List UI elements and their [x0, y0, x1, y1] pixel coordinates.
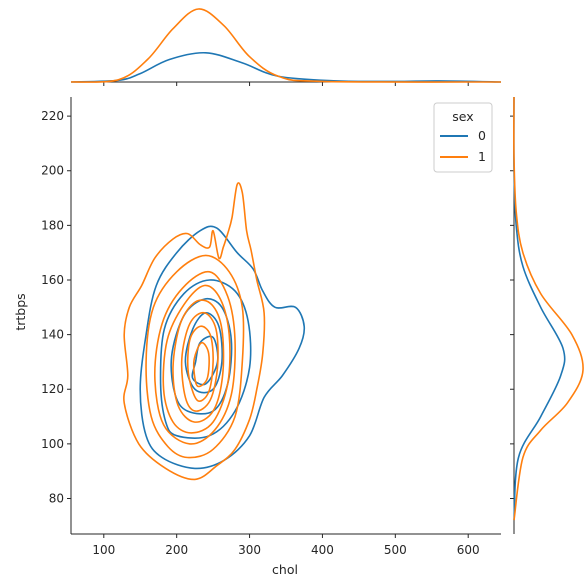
kde-contour-line [172, 299, 225, 423]
y-tick-label: 140 [41, 328, 64, 342]
kde-contour-line [170, 297, 233, 415]
kde-contour-line [180, 311, 219, 412]
y-axis-label: trtbps [13, 293, 28, 330]
y-tick-label: 100 [41, 437, 64, 451]
kde-contour-line [162, 284, 231, 434]
kde-contour-line [192, 341, 210, 388]
x-tick-label: 100 [92, 543, 115, 557]
kde-series-0 [139, 225, 306, 470]
right-density-series-1 [513, 96, 584, 521]
y-tick-label: 180 [41, 218, 64, 232]
x-tick-label: 600 [457, 543, 480, 557]
top-density-series-1 [70, 8, 502, 83]
x-tick-label: 300 [238, 543, 261, 557]
x-tick-label: 400 [311, 543, 334, 557]
right-density-series-0 [513, 96, 566, 521]
legend-frame [433, 102, 493, 173]
kde-contour-line [191, 335, 219, 386]
y-tick-label: 80 [49, 491, 64, 505]
kde-contour-line [139, 225, 306, 470]
x-tick-label: 200 [165, 543, 188, 557]
top-marginal-axes [70, 8, 502, 86]
y-tick-label: 160 [41, 273, 64, 287]
kde-series-1 [123, 182, 266, 481]
x-tick-label: 500 [384, 543, 407, 557]
legend-label-series-0: 0 [478, 128, 486, 143]
y-tick-label: 200 [41, 164, 64, 178]
kde-contour-line [153, 270, 236, 445]
main-axes: 100 200 300 400 500 600 80 100 120 140 160 180 200 22… [41, 97, 501, 557]
x-axis-label: chol [272, 562, 298, 577]
kde-contour-line [186, 325, 214, 402]
kde-contour-line [145, 254, 245, 459]
right-marginal-axes [510, 96, 584, 534]
legend: sex 0 1 [433, 102, 493, 173]
top-density-series-0 [70, 51, 502, 83]
legend-label-series-1: 1 [478, 149, 486, 164]
legend-title: sex [452, 109, 473, 124]
kde-contour-line [123, 182, 266, 481]
y-tick-label: 220 [41, 109, 64, 123]
kde-contour-line [159, 279, 252, 439]
y-tick-label: 120 [41, 382, 64, 396]
